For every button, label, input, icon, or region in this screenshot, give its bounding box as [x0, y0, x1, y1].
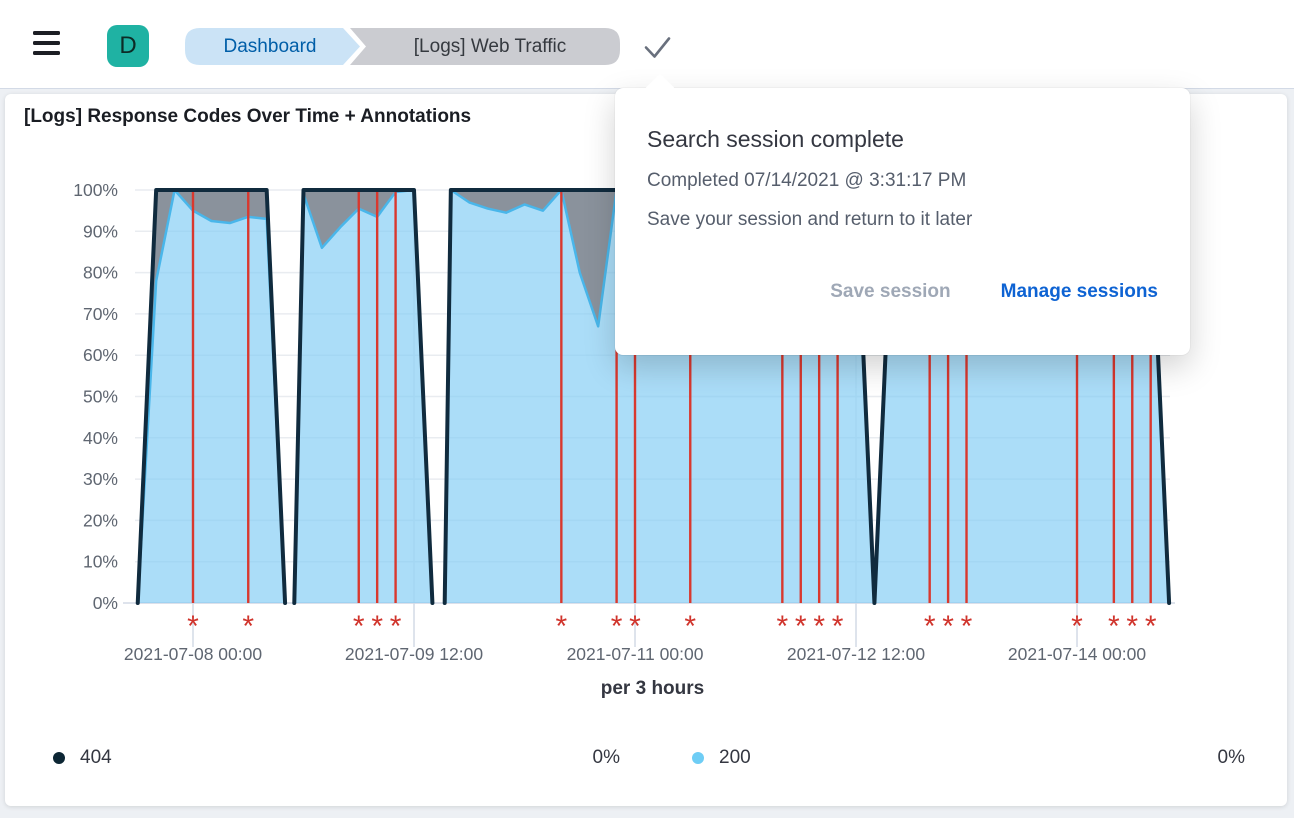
svg-text:70%: 70%: [83, 304, 118, 324]
svg-text:90%: 90%: [83, 221, 118, 241]
svg-text:*: *: [1108, 610, 1120, 643]
legend-dot-200: [692, 752, 704, 764]
svg-text:*: *: [961, 610, 973, 643]
legend-value-404: 0%: [592, 747, 620, 768]
space-avatar[interactable]: D: [107, 25, 149, 67]
manage-sessions-button[interactable]: Manage sessions: [1000, 281, 1158, 302]
breadcrumb: [185, 28, 620, 65]
svg-text:*: *: [795, 610, 807, 643]
checkmark-icon[interactable]: [640, 30, 674, 64]
svg-text:0%: 0%: [93, 593, 118, 613]
legend-item-404: 404 0%: [5, 738, 646, 778]
breadcrumb-pill-dashboard[interactable]: [185, 28, 360, 65]
svg-text:2021-07-08 00:00: 2021-07-08 00:00: [124, 644, 262, 664]
popup-completed-text: Completed 07/14/2021 @ 3:31:17 PM: [647, 170, 967, 191]
popup-hint-text: Save your session and return to it later: [647, 209, 973, 230]
popup-actions: Save session Manage sessions: [647, 281, 1158, 303]
svg-text:*: *: [1145, 610, 1157, 643]
svg-text:*: *: [684, 610, 696, 643]
svg-text:100%: 100%: [73, 180, 118, 200]
svg-text:60%: 60%: [83, 345, 118, 365]
chart-title: [Logs] Response Codes Over Time + Annota…: [24, 106, 472, 127]
svg-text:*: *: [371, 610, 383, 643]
legend-item-200: 200 0%: [646, 738, 1287, 778]
svg-text:2021-07-11 00:00: 2021-07-11 00:00: [567, 644, 704, 664]
svg-text:*: *: [813, 610, 825, 643]
breadcrumb-pill-web-traffic[interactable]: [350, 28, 620, 65]
svg-text:*: *: [832, 610, 844, 643]
svg-text:2021-07-14 00:00: 2021-07-14 00:00: [1008, 644, 1146, 664]
svg-text:80%: 80%: [83, 263, 118, 283]
svg-text:2021-07-09 12:00: 2021-07-09 12:00: [345, 644, 483, 664]
legend-label-404[interactable]: 404: [80, 747, 112, 768]
legend-label-200[interactable]: 200: [719, 747, 751, 768]
chart-legend: 404 0% 200 0%: [5, 738, 1287, 778]
save-session-button[interactable]: Save session: [830, 281, 951, 302]
popup-title: Search session complete: [647, 126, 904, 152]
svg-text:*: *: [242, 610, 254, 643]
search-session-popup: Search session complete Completed 07/14/…: [615, 88, 1190, 355]
legend-value-200: 0%: [1217, 747, 1245, 768]
svg-text:40%: 40%: [83, 428, 118, 448]
svg-text:2021-07-12 12:00: 2021-07-12 12:00: [787, 644, 925, 664]
svg-text:50%: 50%: [83, 387, 118, 407]
svg-text:*: *: [611, 610, 623, 643]
hamburger-icon[interactable]: [33, 31, 63, 61]
x-axis-caption: per 3 hours: [600, 678, 705, 699]
svg-text:10%: 10%: [83, 552, 118, 572]
svg-text:*: *: [187, 610, 199, 643]
svg-text:*: *: [555, 610, 567, 643]
svg-text:*: *: [353, 610, 365, 643]
svg-text:*: *: [1071, 610, 1083, 643]
breadcrumb-web-traffic[interactable]: [Logs] Web Traffic: [413, 35, 567, 57]
breadcrumb-dashboard[interactable]: Dashboard: [223, 35, 317, 57]
svg-text:*: *: [390, 610, 402, 643]
svg-text:*: *: [629, 610, 641, 643]
svg-text:*: *: [1126, 610, 1138, 643]
svg-text:30%: 30%: [83, 469, 118, 489]
svg-text:20%: 20%: [83, 510, 118, 530]
legend-dot-404: [53, 752, 65, 764]
svg-text:*: *: [924, 610, 936, 643]
svg-text:*: *: [777, 610, 789, 643]
svg-text:*: *: [942, 610, 954, 643]
top-navigation-bar: D Dashboard [Logs] Web Traffic: [0, 0, 1294, 89]
